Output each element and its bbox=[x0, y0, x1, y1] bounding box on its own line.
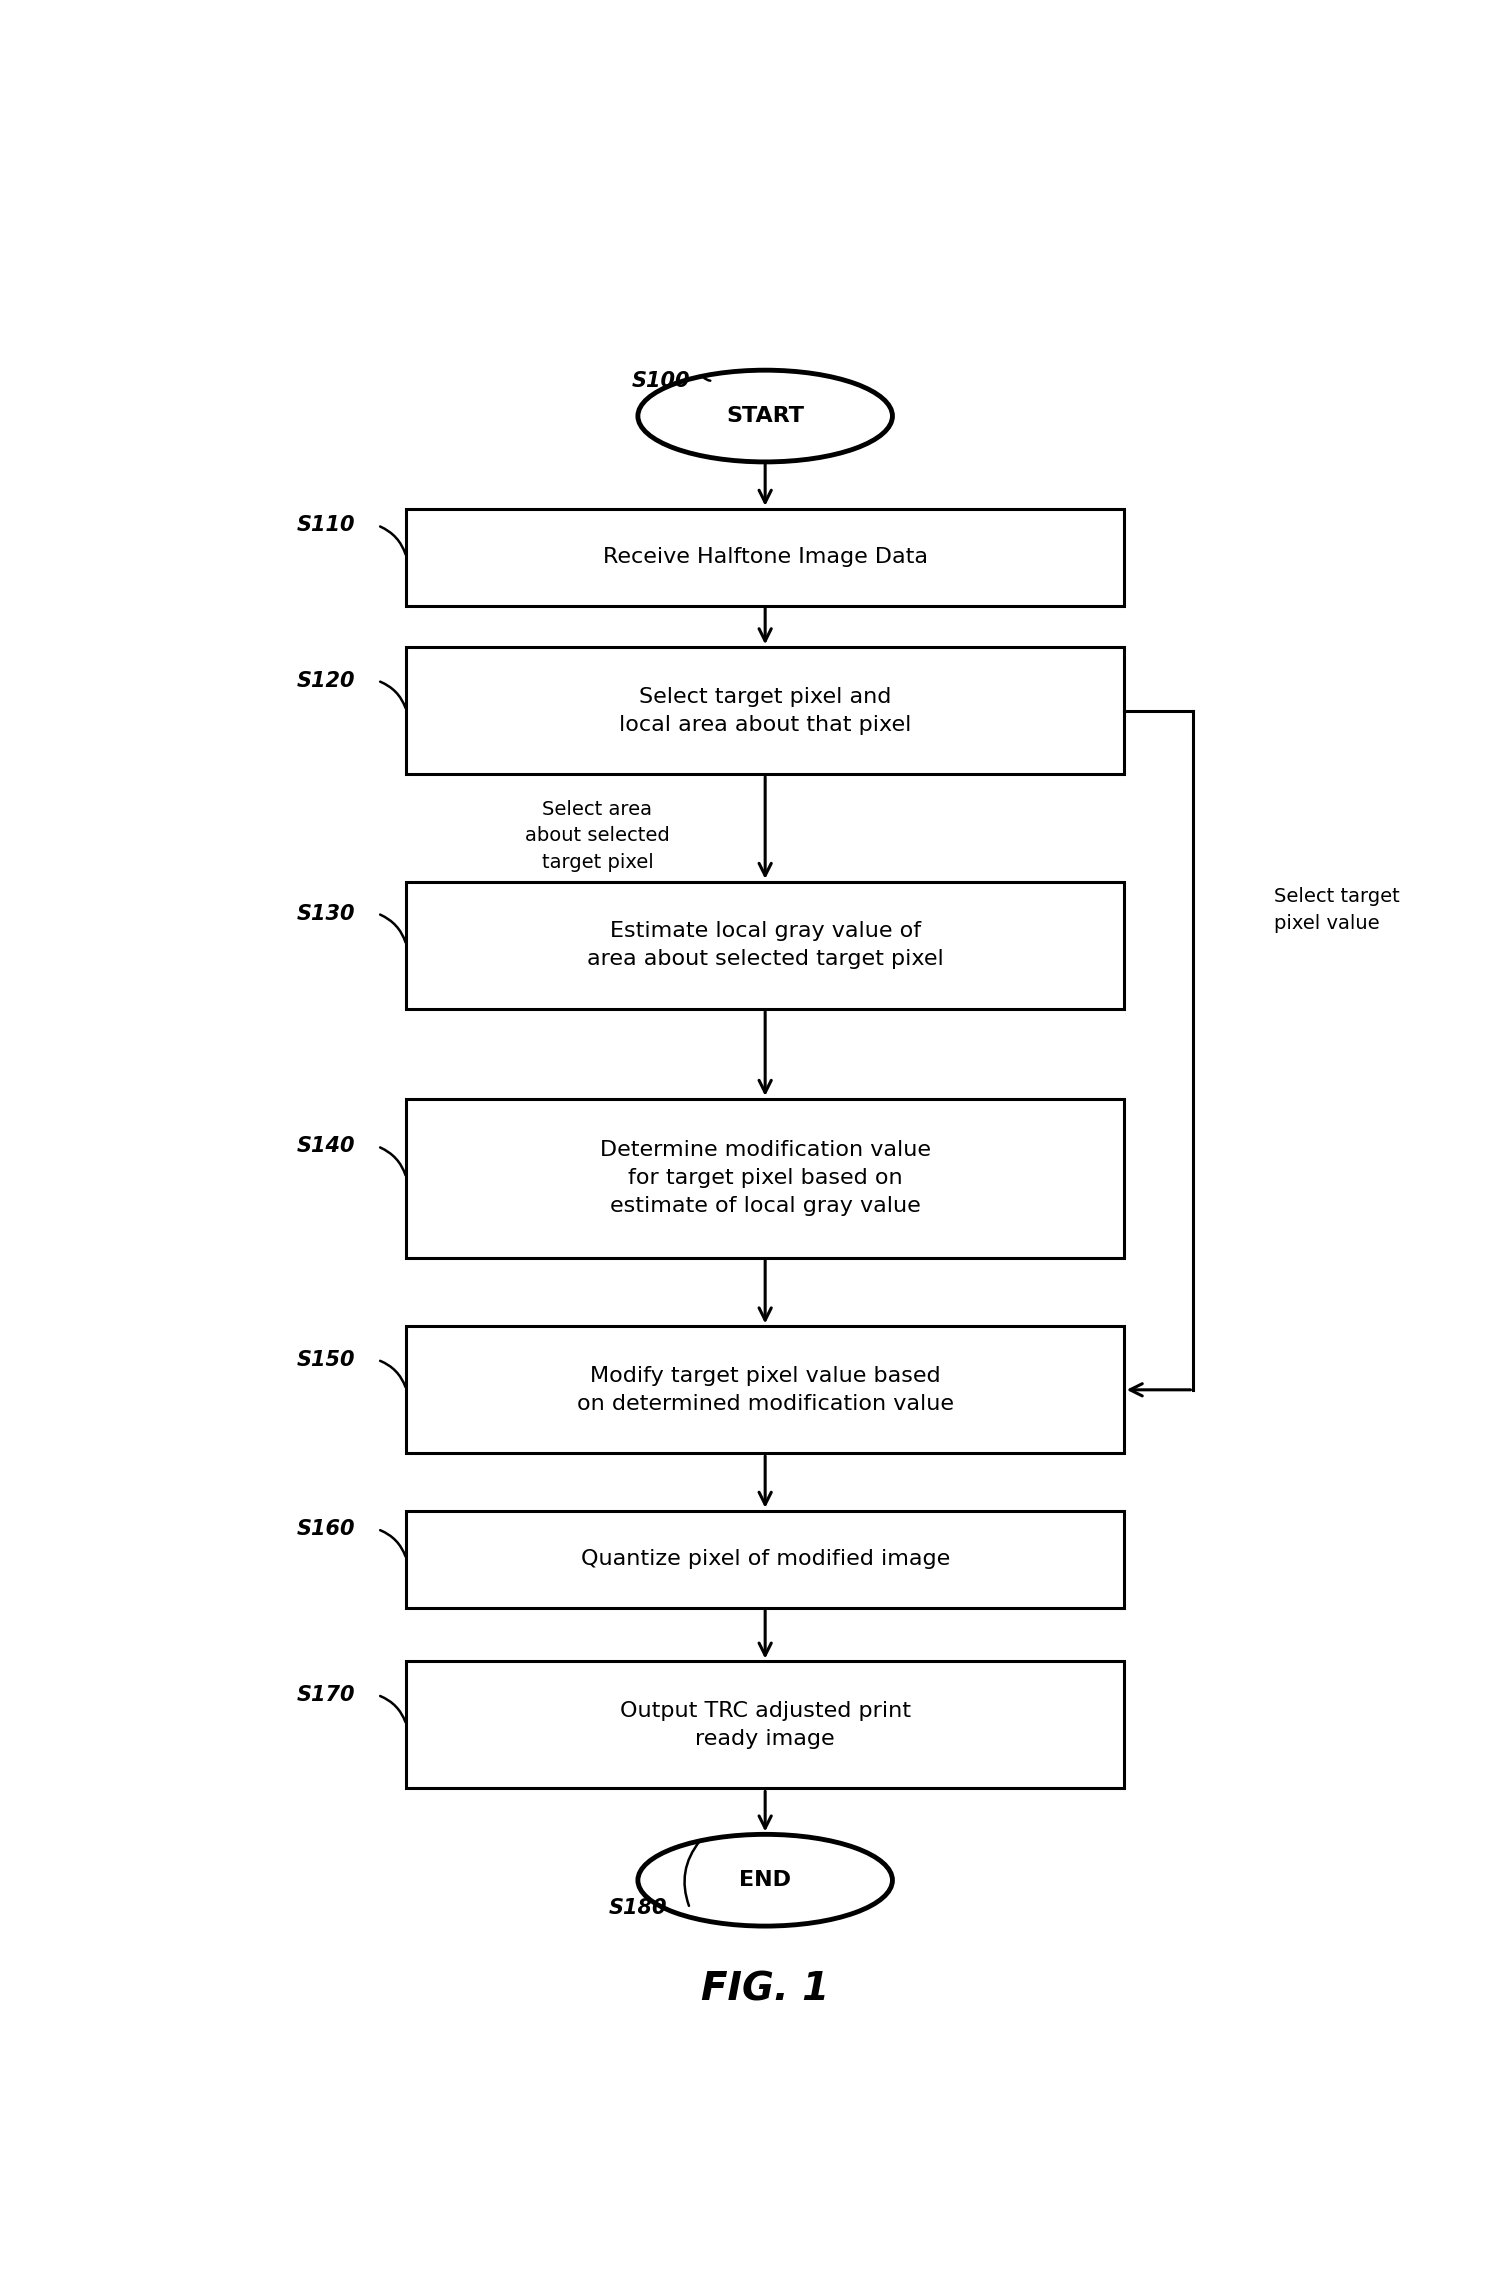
Text: S110: S110 bbox=[297, 515, 355, 536]
Text: S100: S100 bbox=[632, 371, 691, 392]
Text: S140: S140 bbox=[297, 1136, 355, 1157]
Text: Quantize pixel of modified image: Quantize pixel of modified image bbox=[581, 1549, 950, 1569]
Bar bbox=[406, 1661, 1124, 1789]
Text: S130: S130 bbox=[297, 903, 355, 923]
Text: S170: S170 bbox=[297, 1684, 355, 1705]
Text: Receive Halftone Image Data: Receive Halftone Image Data bbox=[603, 548, 927, 568]
Bar bbox=[406, 646, 1124, 774]
Text: S160: S160 bbox=[297, 1519, 355, 1540]
Bar bbox=[406, 882, 1124, 1008]
Text: START: START bbox=[726, 406, 805, 426]
Text: Output TRC adjusted print
ready image: Output TRC adjusted print ready image bbox=[620, 1700, 911, 1748]
Bar bbox=[406, 509, 1124, 605]
Text: Select target pixel and
local area about that pixel: Select target pixel and local area about… bbox=[620, 687, 911, 735]
Text: FIG. 1: FIG. 1 bbox=[702, 1970, 829, 2009]
Text: Determine modification value
for target pixel based on
estimate of local gray va: Determine modification value for target … bbox=[600, 1141, 930, 1217]
Text: S180: S180 bbox=[609, 1899, 667, 1918]
Text: Select area
about selected
target pixel: Select area about selected target pixel bbox=[526, 800, 670, 873]
Text: END: END bbox=[739, 1869, 791, 1890]
Text: S120: S120 bbox=[297, 671, 355, 690]
Bar bbox=[406, 1100, 1124, 1258]
Text: Estimate local gray value of
area about selected target pixel: Estimate local gray value of area about … bbox=[587, 921, 944, 969]
Text: Modify target pixel value based
on determined modification value: Modify target pixel value based on deter… bbox=[576, 1365, 954, 1414]
Text: Select target
pixel value: Select target pixel value bbox=[1274, 887, 1400, 932]
Bar bbox=[406, 1510, 1124, 1608]
Bar bbox=[406, 1326, 1124, 1452]
Text: S150: S150 bbox=[297, 1349, 355, 1370]
